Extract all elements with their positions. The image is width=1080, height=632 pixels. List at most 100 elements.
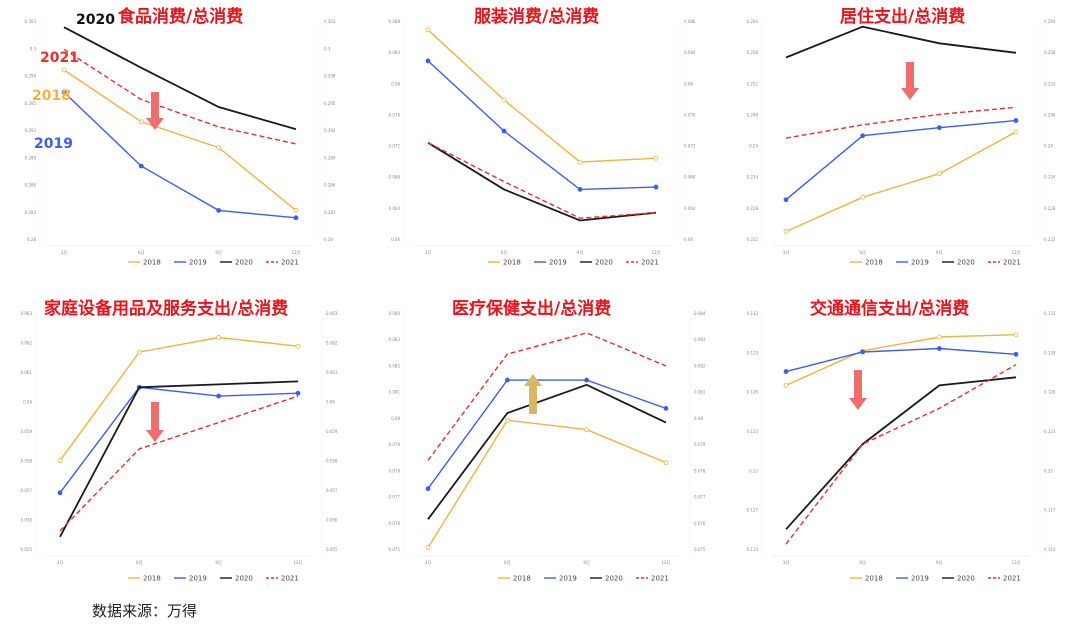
data-point-2018 [216,335,222,340]
year-label-2020: 2020 [76,12,115,28]
data-point-2019 [216,208,222,213]
data-point-2018 [57,458,63,463]
trend-arrow-up-icon [524,374,542,414]
y-tick-label-left: 0.12 [749,468,758,473]
data-point-2018 [783,229,789,234]
y-tick-label-left: 0.056 [21,518,33,523]
y-tick-label-right: 0.072 [684,144,696,149]
series-line-2021 [785,364,1017,545]
data-point-2019 [783,197,789,203]
y-tick-label-right: 0.114 [1044,547,1056,552]
data-point-2018 [504,417,510,423]
y-tick-label-left: 0.298 [25,74,37,79]
data-point-2019 [936,346,942,351]
y-tick-label-left: 0.063 [21,311,33,316]
y-tick-label-left: 0.059 [21,429,33,434]
series-line-2019 [785,119,1017,201]
y-tick-label-left: 0.295 [25,101,37,106]
data-point-2019 [61,89,67,95]
chart-title: 居住支出/总消费 [840,7,966,27]
y-tick-label-right: 0.088 [684,19,696,24]
chart-food: 0.303 0.3 0.298 0.295 0.292 0.289 0.286 0.283 0.… [25,12,336,267]
series-line-2020 [59,380,299,538]
y-tick-label-left: 0.129 [747,350,759,355]
chart-panel-transport: 交通通信支出/总消费 0.132 0.129 0.126 0.123 0.12 0.117… [720,292,1080,592]
y-tick-label-right: 0.055 [326,547,338,552]
chart-title: 医疗保健支出/总消费 [452,299,612,319]
x-tick-label: 6月 [504,560,511,565]
y-tick-label-right: 0.258 [1044,50,1056,55]
data-point-2019 [293,215,299,221]
data-point-2019 [216,393,222,399]
y-tick-label-right: 0.292 [324,128,336,133]
chart-clothing: 0.088 0.084 0.08 0.076 0.072 0.068 0.064 0.06 0.… [389,18,696,267]
y-tick-label-right: 0.083 [694,337,706,342]
y-tick-label-right: 0.058 [326,459,338,464]
year-label-2018: 2018 [32,88,71,104]
y-tick-label-right: 0.061 [326,370,338,375]
y-tick-label-left: 0.132 [747,311,759,316]
legend-label-2020: 2020 [605,575,623,583]
chart-title: 交通通信支出/总消费 [810,299,970,319]
legend-label-2019: 2019 [911,259,929,267]
year-label-2021: 2021 [40,50,79,66]
y-tick-label-left: 0.058 [21,459,33,464]
data-point-2019 [138,163,144,169]
y-tick-label-left: 0.062 [21,341,33,346]
series-line-2018 [427,29,657,163]
y-tick-label-right: 0.084 [694,311,706,316]
series-line-2020 [427,383,667,520]
legend-label-2019: 2019 [559,575,577,583]
x-tick-label: 6月 [136,560,143,565]
y-tick-label-left: 0.123 [747,429,759,434]
legend-label-2021: 2021 [651,575,669,583]
x-tick-label: 6月 [859,250,866,255]
legend-label-2021: 2021 [1003,259,1021,267]
chart-title: 服装消费/总消费 [474,7,600,27]
x-tick-label: 12月 [1011,250,1020,255]
y-tick-label-right: 0.064 [684,206,696,211]
data-point-2018 [61,67,67,73]
data-point-2018 [653,155,659,161]
legend-label-2018: 2018 [143,575,161,583]
y-tick-label-left: 0.076 [389,521,401,526]
legend-label-2018: 2018 [513,575,531,583]
legend-label-2019: 2019 [549,259,567,267]
chart-title: 食品消费/总消费 [118,7,244,27]
x-tick-label: 9月 [936,560,943,565]
y-tick-label-left: 0.075 [389,547,401,552]
data-point-2018 [663,460,669,466]
y-tick-label-right: 0.129 [1044,350,1056,355]
y-tick-label-left: 0.068 [389,175,401,180]
source-note: 数据来源：万得 [92,602,198,620]
y-tick-label-left: 0.117 [747,508,759,513]
y-tick-label-right: 0.298 [324,74,336,79]
y-tick-label-left: 0.06 [23,400,32,405]
x-tick-label: 6月 [501,250,508,255]
x-tick-label: 3月 [783,250,790,255]
y-tick-label-left: 0.114 [747,547,759,552]
y-tick-label-right: 0.084 [684,50,696,55]
y-tick-label-left: 0.252 [747,81,759,86]
data-point-2019 [425,486,431,492]
y-tick-label-right: 0.057 [326,488,338,493]
legend-label-2018: 2018 [865,575,883,583]
y-tick-label-left: 0.222 [747,237,759,242]
data-point-2018 [425,27,431,33]
data-point-2019 [501,128,507,134]
legend-label-2021: 2021 [281,575,299,583]
year-label-2019: 2019 [34,136,73,152]
y-tick-label-left: 0.292 [25,128,37,133]
y-tick-label-right: 0.123 [1044,429,1056,434]
x-tick-label: 6月 [138,250,145,255]
data-point-2019 [663,406,669,411]
data-point-2018 [936,171,942,177]
trend-arrow-down-icon [901,62,919,100]
y-tick-label-right: 0.252 [1044,81,1056,86]
y-tick-label-right: 0.12 [1044,468,1053,473]
y-tick-label-left: 0.289 [25,155,37,160]
y-tick-label-right: 0.117 [1044,508,1056,513]
series-line-2020 [785,25,1017,59]
x-tick-label: 12月 [1011,560,1020,565]
series-line-2019 [785,347,1017,373]
